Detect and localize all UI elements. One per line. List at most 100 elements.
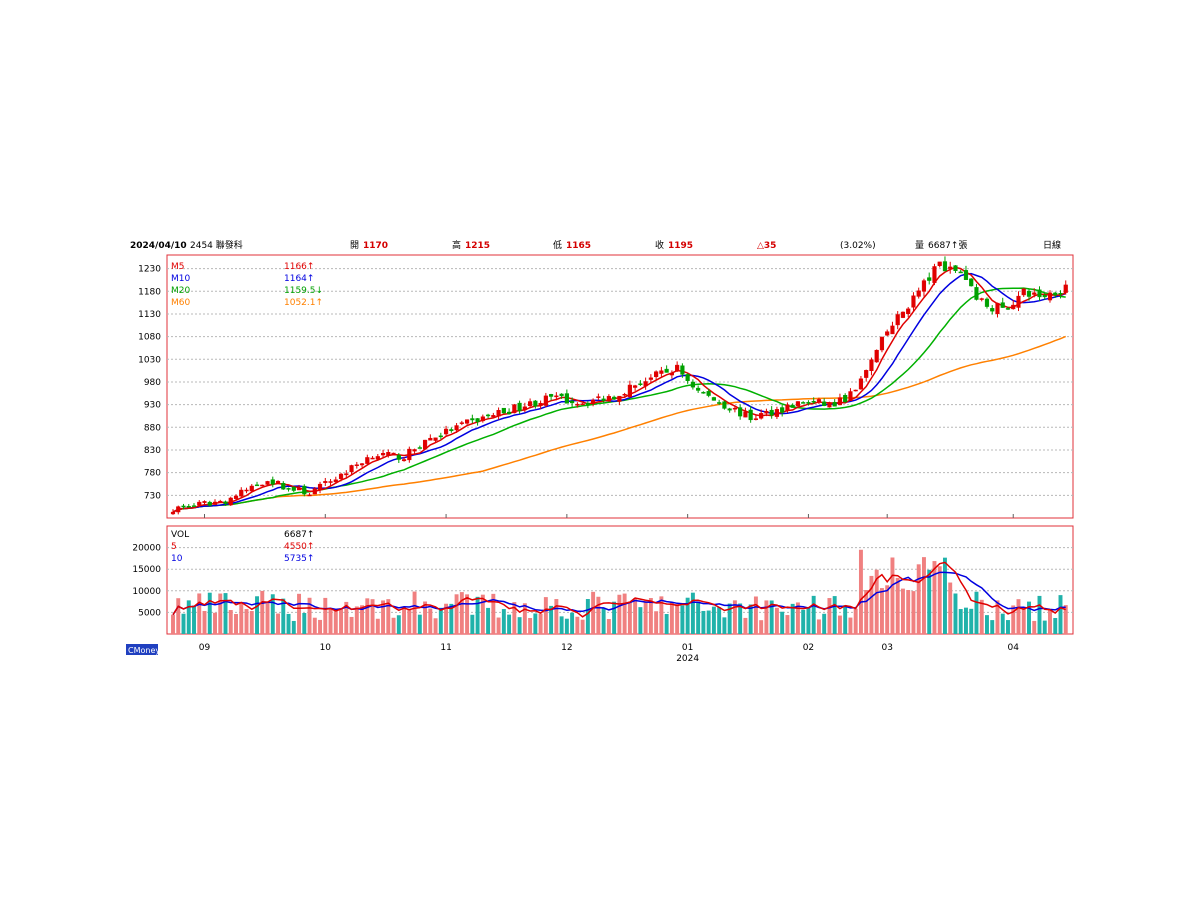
volume-bar [339, 608, 344, 634]
price-tick-label: 830 [144, 446, 161, 456]
candle-body [753, 418, 759, 420]
candle-body [464, 419, 470, 424]
volume-bar [648, 598, 653, 634]
volume-bar [438, 607, 443, 634]
candle-body [869, 359, 874, 371]
candle-body [564, 393, 569, 404]
volume-bar [722, 617, 727, 634]
volume-bar [559, 616, 564, 634]
volume-bar [543, 597, 548, 634]
volume-bar [958, 609, 963, 634]
volume-bar [192, 605, 196, 634]
candle-body [412, 449, 417, 452]
brand-label: CMoney [128, 646, 160, 655]
volume-bar [664, 614, 669, 634]
legend-vol10-name: 10 [171, 554, 183, 564]
candle-body [517, 402, 522, 412]
candle-body [706, 391, 711, 396]
volume-bar [265, 603, 270, 634]
month-label: 11 [440, 643, 451, 653]
volume-bar [906, 590, 911, 634]
header-high-label: 高 [452, 239, 461, 251]
volume-bar [932, 561, 937, 634]
header-close: 1195 [668, 241, 693, 251]
volume-bar [606, 619, 611, 634]
candle-body [1021, 288, 1026, 296]
month-label: 10 [320, 643, 332, 653]
candle-body [1016, 295, 1021, 308]
header-date: 2024/04/10 [130, 241, 187, 251]
candle-body [170, 511, 176, 515]
header-change-pct: (3.02%) [840, 241, 876, 251]
volume-bar [617, 594, 622, 634]
candle-body [507, 411, 512, 415]
volume-bar [1021, 607, 1026, 634]
header-period: 日線 [1043, 239, 1061, 251]
volume-bar [864, 590, 869, 634]
volume-bar [501, 609, 506, 634]
volume-bar [622, 593, 627, 634]
volume-bar [1000, 613, 1005, 634]
candle-body [176, 506, 181, 513]
volume-bar [659, 596, 664, 634]
candle-body [333, 479, 338, 483]
volume-bar [423, 601, 428, 634]
volume-bar [417, 614, 422, 634]
candle-body [696, 387, 701, 391]
brand-badge [126, 644, 158, 655]
candle-body [759, 413, 764, 419]
volume-bar [1032, 620, 1037, 634]
candle-body [916, 290, 921, 297]
volume-bar [354, 606, 359, 634]
candle-body [323, 481, 328, 483]
volume-bar [328, 608, 333, 634]
volume-bar [470, 614, 475, 634]
volume-bar [869, 575, 874, 634]
volume-bar [218, 593, 223, 634]
volume-bar [953, 593, 958, 634]
volume-bar [276, 613, 280, 634]
candle-body [648, 377, 653, 380]
candle-body [1042, 294, 1047, 298]
candle-body [827, 402, 832, 408]
volume-bar [995, 600, 1000, 634]
volume-bar [223, 593, 228, 634]
header-open-label: 開 [350, 240, 359, 251]
candle-body [302, 485, 307, 495]
volume-bar [402, 607, 407, 634]
volume-bar [785, 615, 790, 634]
volume-bar [202, 610, 207, 634]
volume-bar [759, 620, 764, 634]
candle-body [485, 414, 491, 417]
volume-bar [349, 616, 354, 634]
candle-body [181, 505, 186, 508]
volume-bar [806, 607, 811, 634]
volume-bar [827, 598, 832, 634]
header-low: 1165 [566, 241, 591, 251]
volume-bar [780, 611, 785, 634]
volume-bar [680, 605, 685, 634]
volume-bar [360, 605, 365, 634]
volume-bar [333, 610, 338, 634]
price-tick-label: 1030 [138, 355, 161, 365]
month-label: 03 [881, 643, 892, 653]
candle-body [212, 501, 218, 505]
price-tick-label: 780 [144, 469, 161, 479]
candle-body [811, 401, 816, 403]
candle-body [438, 435, 443, 438]
volume-bar [260, 590, 265, 634]
volume-ma5-path [172, 561, 1066, 618]
volume-bar [480, 594, 485, 634]
candle-body [522, 406, 527, 411]
volume-bar [318, 619, 323, 634]
candle-body [606, 396, 611, 402]
candle-body [407, 448, 412, 461]
candle-body [1032, 292, 1037, 295]
header-high: 1215 [465, 241, 490, 251]
legend-vol10-value: 5735↑ [284, 554, 314, 564]
candle-body [344, 473, 349, 476]
volume-bar [564, 618, 569, 634]
volume-bar [297, 593, 302, 634]
volume-bar [774, 607, 779, 634]
